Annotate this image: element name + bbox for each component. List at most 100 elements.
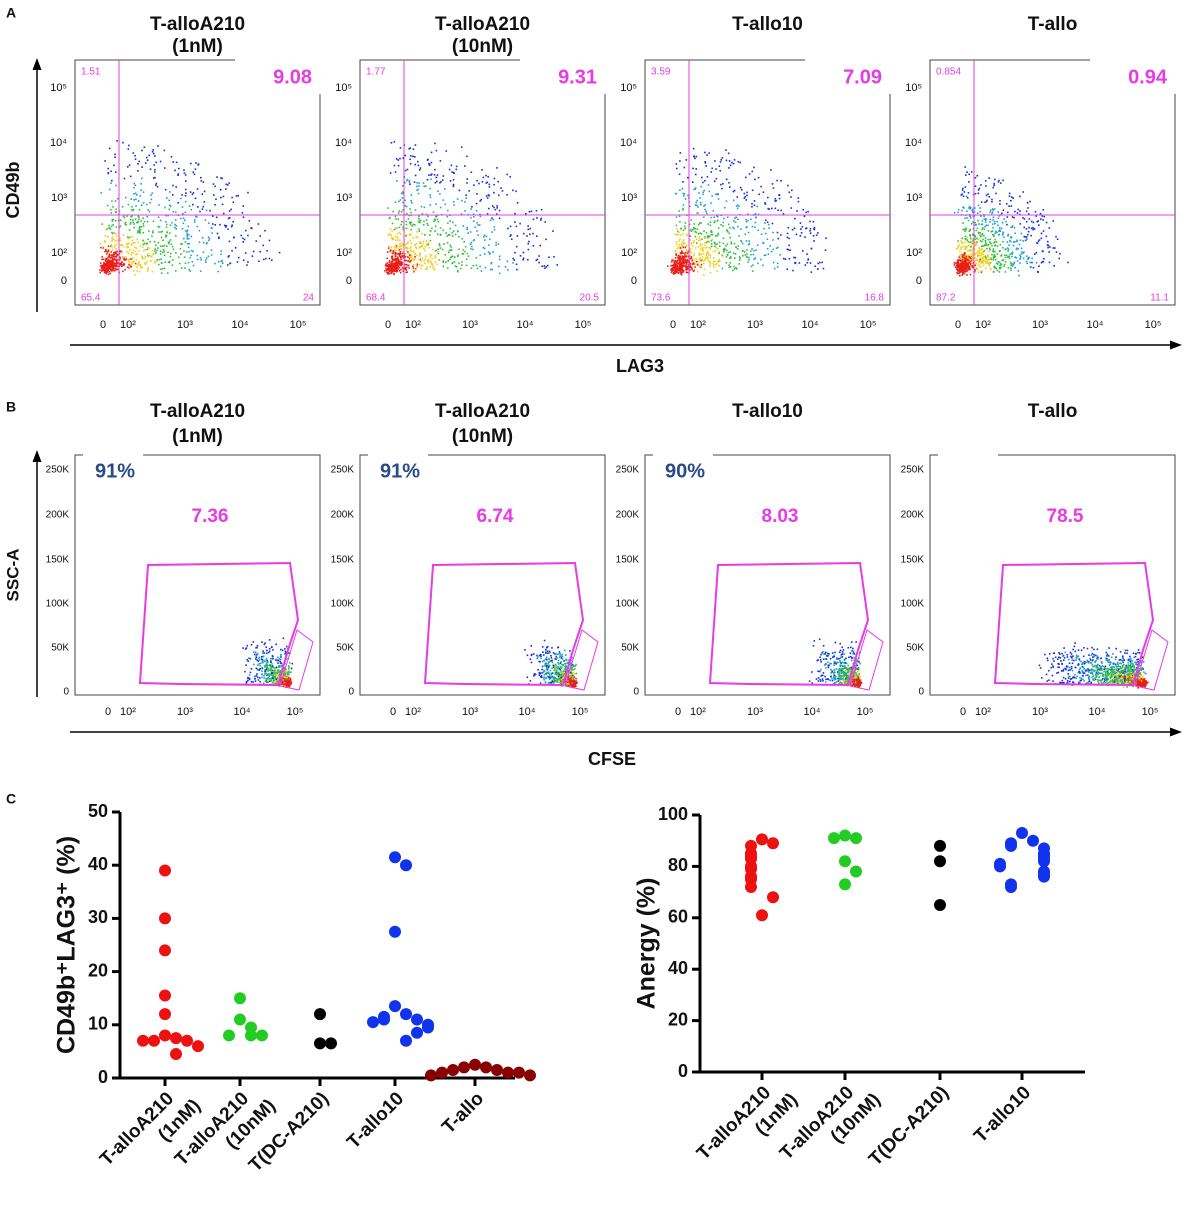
event-dot <box>984 225 986 228</box>
event-dot <box>755 216 757 219</box>
event-dot <box>477 224 479 226</box>
event-dot <box>132 270 135 272</box>
event-dot <box>998 229 1001 231</box>
event-dot <box>509 225 512 228</box>
event-dot <box>405 268 407 270</box>
event-dot <box>1016 247 1018 250</box>
event-dot <box>558 651 561 653</box>
event-dot <box>127 266 130 269</box>
event-dot <box>274 676 276 679</box>
event-dot <box>196 216 198 218</box>
event-dot <box>681 266 684 268</box>
event-dot <box>682 208 684 211</box>
event-dot <box>963 270 965 272</box>
event-dot <box>115 235 118 238</box>
event-dot <box>459 267 462 270</box>
event-dot <box>211 232 213 234</box>
event-dot <box>253 675 256 678</box>
y-tick-label: 150K <box>46 555 70 566</box>
event-dot <box>493 183 495 186</box>
event-dot <box>157 241 160 244</box>
event-dot <box>995 267 998 270</box>
event-dot <box>154 176 156 179</box>
event-dot <box>962 222 964 224</box>
plot-title: (1nM) <box>172 36 223 57</box>
event-dot <box>563 671 566 673</box>
event-dot <box>136 270 138 272</box>
event-dot <box>488 244 490 246</box>
event-dot <box>961 253 964 256</box>
event-dot <box>454 233 457 236</box>
event-dot <box>960 260 962 263</box>
event-dot <box>253 663 255 666</box>
event-dot <box>432 267 435 269</box>
event-dot <box>130 198 133 200</box>
event-dot <box>231 249 233 252</box>
event-dot <box>124 221 127 224</box>
event-dot <box>472 213 475 215</box>
event-dot <box>449 244 452 247</box>
event-dot <box>211 223 214 225</box>
event-dot <box>442 265 445 268</box>
event-dot <box>144 162 147 164</box>
event-dot <box>963 256 966 259</box>
quadrant-value: 65.4 <box>81 293 101 304</box>
event-dot <box>1012 264 1014 266</box>
event-dot <box>204 261 207 263</box>
event-dot <box>417 188 420 191</box>
x-tick-label: 10⁵ <box>287 706 304 718</box>
event-dot <box>255 658 257 660</box>
event-dot <box>956 263 958 265</box>
event-dot <box>555 670 558 673</box>
event-dot <box>393 228 396 231</box>
event-dot <box>220 260 223 263</box>
y-tick-label: 10³ <box>336 192 352 204</box>
event-dot <box>690 252 693 254</box>
event-dot <box>733 242 736 245</box>
event-dot <box>572 671 574 674</box>
event-dot <box>266 663 268 666</box>
event-dot <box>978 187 981 190</box>
event-dot <box>410 254 413 257</box>
event-dot <box>261 641 263 644</box>
event-dot <box>395 262 397 264</box>
event-dot <box>718 260 721 263</box>
event-dot <box>703 236 706 238</box>
event-dot <box>487 175 489 178</box>
event-dot <box>683 255 686 258</box>
event-dot <box>413 156 416 158</box>
event-dot <box>162 245 164 248</box>
event-dot <box>221 177 223 180</box>
event-dot <box>967 249 969 252</box>
event-dot <box>514 221 516 223</box>
event-dot <box>992 271 995 273</box>
event-dot <box>257 657 260 659</box>
event-dot <box>141 149 143 152</box>
event-dot <box>800 232 803 234</box>
event-dot <box>273 671 275 674</box>
event-dot <box>1029 261 1031 264</box>
event-dot <box>726 216 729 219</box>
event-dot <box>989 238 991 241</box>
event-dot <box>979 232 982 234</box>
event-dot <box>526 235 528 237</box>
event-dot <box>986 247 988 250</box>
event-dot <box>228 182 230 184</box>
event-dot <box>184 188 187 191</box>
event-dot <box>682 246 685 249</box>
event-dot <box>696 263 699 265</box>
event-dot <box>112 269 114 272</box>
event-dot <box>193 219 196 221</box>
event-dot <box>107 273 110 276</box>
event-dot <box>284 648 286 650</box>
event-dot <box>1033 228 1036 230</box>
event-dot <box>744 233 747 236</box>
event-dot <box>400 245 403 247</box>
event-dot <box>130 244 133 247</box>
event-dot <box>980 271 983 273</box>
event-dot <box>400 192 403 195</box>
event-dot <box>743 197 746 199</box>
event-dot <box>126 215 128 217</box>
event-dot <box>123 263 126 266</box>
event-dot <box>970 244 973 247</box>
